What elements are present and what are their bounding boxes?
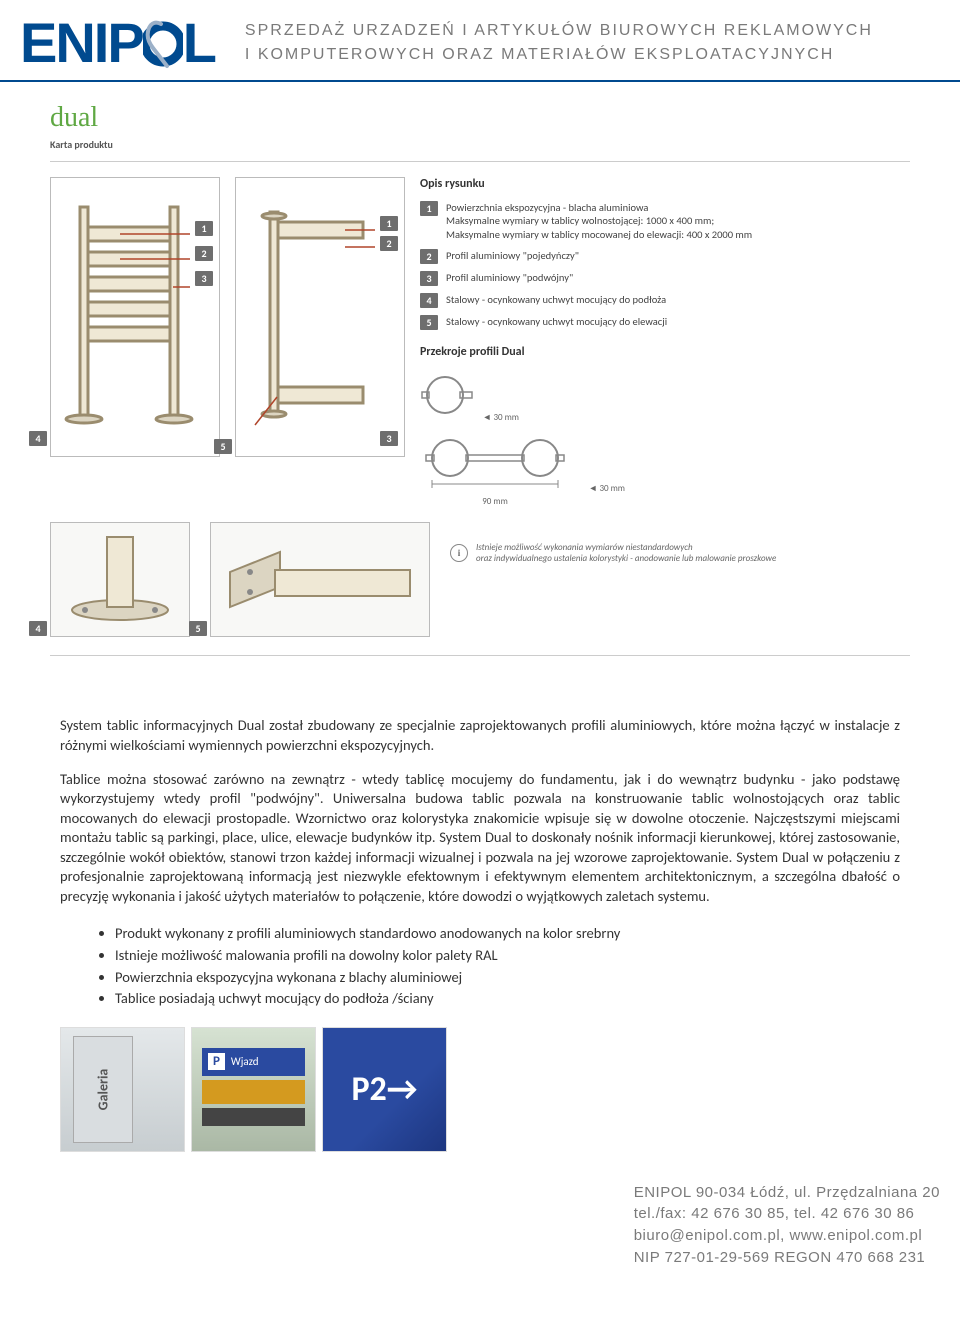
body-text: System tablic informacyjnych Dual został… <box>50 716 910 1008</box>
footer-line-2: tel./fax: 42 676 30 85, tel. 42 676 30 8… <box>634 1203 940 1225</box>
detail-5: 5 <box>210 522 430 637</box>
bullet-list: Produkt wykonany z profili aluminiowych … <box>115 924 900 1008</box>
tagline-line-2: I KOMPUTEROWYCH ORAZ MATERIAŁÓW EKSPLOAT… <box>245 43 873 67</box>
profile-double-icon <box>420 436 580 491</box>
footer-contact: ENIPOL 90-034 Łódź, ul. Przędzalniana 20… <box>634 1182 940 1269</box>
desc-2: Profil aluminiowy "pojedyńczy" <box>446 249 579 264</box>
content-area: dual Karta produktu <box>0 82 960 1172</box>
paragraph-1: System tablic informacyjnych Dual został… <box>60 716 900 755</box>
photo-3: P2→ <box>322 1027 447 1152</box>
detail-5-label: 5 <box>189 621 207 636</box>
footer-line-1: ENIPOL 90-034 Łódź, ul. Przędzalniana 20 <box>634 1182 940 1204</box>
dim-30a: ◄ 30 mm <box>483 412 519 423</box>
info-icon: i <box>450 544 468 562</box>
diagram-area: 1 2 3 4 <box>50 177 910 507</box>
num-1: 1 <box>420 201 438 216</box>
info-note: i Istnieje możliwość wykonania wymiarów … <box>450 542 910 564</box>
photo-2-p: P <box>208 1053 225 1070</box>
photo-1: Galeria <box>60 1027 185 1152</box>
detail-4-label: 4 <box>29 621 47 636</box>
callout-3b: 3 <box>380 431 398 446</box>
callout-2: 2 <box>195 246 213 261</box>
photo-gallery: Galeria P Wjazd P2→ <box>60 1027 910 1152</box>
diagram-title: Opis rysunku <box>420 177 910 193</box>
paragraph-2: Tablice można stosować zarówno na zewnąt… <box>60 770 900 907</box>
bullet-4: Tablice posiadają uchwyt mocujący do pod… <box>115 989 900 1009</box>
dim-30b: ◄ 30 mm <box>589 483 625 494</box>
divider-2 <box>50 655 910 656</box>
photo-1-label: Galeria <box>95 1068 112 1110</box>
page-header: ENIP L SPRZEDAŻ URZADZEŃ I ARTYKUŁÓW BIU… <box>0 0 960 82</box>
num-4: 4 <box>420 293 438 308</box>
diagram-descriptions: Opis rysunku 1 Powierzchnia ekspozycyjna… <box>420 177 910 507</box>
logo: ENIP L <box>20 10 215 75</box>
detail-closeups: 4 5 i Istnieje możliwość wykonania wymia… <box>50 522 910 637</box>
product-subtitle: Karta produktu <box>50 138 910 151</box>
desc-row-4: 4 Stalowy - ocynkowany uchwyt mocujący d… <box>420 293 910 308</box>
tagline-line-1: SPRZEDAŻ URZADZEŃ I ARTYKUŁÓW BIUROWYCH … <box>245 19 873 43</box>
desc-row-5: 5 Stalowy - ocynkowany uchwyt mocujący d… <box>420 315 910 330</box>
profiles-title: Przekroje profili Dual <box>420 345 910 361</box>
desc-5: Stalowy - ocynkowany uchwyt mocujący do … <box>446 315 667 330</box>
product-name: dual <box>50 102 910 134</box>
photo-2: P Wjazd <box>191 1027 316 1152</box>
diagram-illustrations: 1 2 3 4 <box>50 177 405 507</box>
footer-line-4: NIP 727-01-29-569 REGON 470 668 231 <box>634 1247 940 1269</box>
callout-4: 4 <box>29 431 47 446</box>
desc-3: Profil aluminiowy "podwójny" <box>446 271 573 286</box>
bullet-3: Powierzchnia ekspozycyjna wykonana z bla… <box>115 968 900 988</box>
profile-single-icon <box>420 370 480 420</box>
bullet-2: Istnieje możliwość malowania profili na … <box>115 946 900 966</box>
num-2: 2 <box>420 249 438 264</box>
dim-90: 90 mm <box>420 496 570 508</box>
callout-2b: 2 <box>380 236 398 251</box>
desc-1: Powierzchnia ekspozycyjna - blacha alumi… <box>446 201 752 242</box>
footer-line-3: biuro@enipol.com.pl, www.enipol.com.pl <box>634 1225 940 1247</box>
callout-1b: 1 <box>380 216 398 231</box>
profile-cross-sections: ◄ 30 mm <box>420 370 910 424</box>
desc-4: Stalowy - ocynkowany uchwyt mocujący do … <box>446 293 666 308</box>
num-3: 3 <box>420 271 438 286</box>
page-footer: ENIPOL 90-034 Łódź, ul. Przędzalniana 20… <box>0 1172 960 1284</box>
callout-1: 1 <box>195 221 213 236</box>
diagram-freestanding: 1 2 3 4 <box>50 177 220 457</box>
callout-5: 5 <box>214 439 232 454</box>
detail-4: 4 <box>50 522 190 637</box>
desc-row-2: 2 Profil aluminiowy "pojedyńczy" <box>420 249 910 264</box>
photo-3-label: P2→ <box>351 1069 417 1110</box>
callout-3: 3 <box>195 271 213 286</box>
desc-row-3: 3 Profil aluminiowy "podwójny" <box>420 271 910 286</box>
photo-2-top: Wjazd <box>231 1055 259 1068</box>
desc-row-1: 1 Powierzchnia ekspozycyjna - blacha alu… <box>420 201 910 242</box>
num-5: 5 <box>420 315 438 330</box>
info-note-text: Istnieje możliwość wykonania wymiarów ni… <box>476 542 776 564</box>
tagline: SPRZEDAŻ URZADZEŃ I ARTYKUŁÓW BIUROWYCH … <box>245 19 873 67</box>
diagram-wallmount: 1 2 5 3 <box>235 177 405 457</box>
bullet-1: Produkt wykonany z profili aluminiowych … <box>115 924 900 944</box>
divider <box>50 161 910 162</box>
